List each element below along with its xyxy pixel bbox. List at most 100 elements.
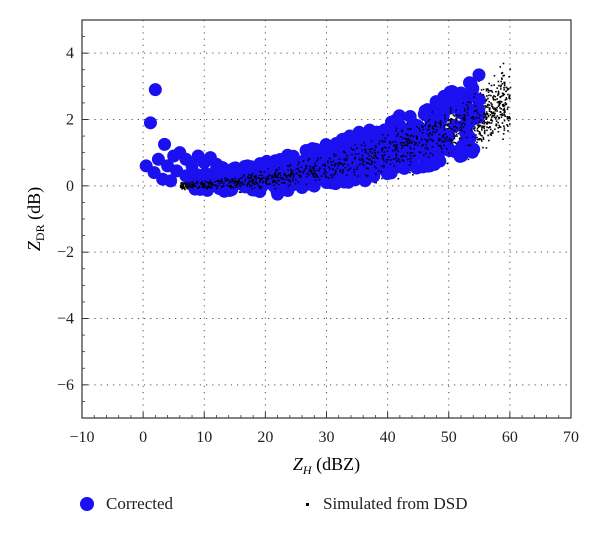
simulated-point <box>434 120 437 123</box>
simulated-point <box>501 122 504 124</box>
simulated-point <box>393 165 395 167</box>
simulated-point <box>506 108 509 111</box>
simulated-point <box>344 152 346 154</box>
simulated-point <box>446 123 448 126</box>
simulated-point <box>341 163 343 165</box>
legend-item-corrected: Corrected <box>80 494 173 514</box>
simulated-point <box>493 112 496 115</box>
simulated-point <box>490 134 493 137</box>
simulated-point <box>361 163 364 165</box>
simulated-point <box>506 87 509 90</box>
simulated-point <box>459 129 461 132</box>
simulated-point <box>461 137 463 139</box>
simulated-point <box>290 171 292 173</box>
simulated-point <box>185 185 188 188</box>
simulated-point <box>396 143 398 146</box>
y-tick-label: −4 <box>57 311 74 328</box>
simulated-point <box>497 101 500 103</box>
simulated-point <box>323 172 325 175</box>
simulated-point <box>412 174 414 176</box>
simulated-point <box>499 88 502 90</box>
simulated-point <box>278 167 281 169</box>
simulated-point <box>449 109 452 111</box>
simulated-point <box>402 137 404 139</box>
simulated-point <box>206 181 208 183</box>
simulated-point <box>274 180 277 182</box>
simulated-point <box>344 167 347 169</box>
simulated-point <box>488 108 491 110</box>
simulated-point <box>207 185 210 187</box>
simulated-point <box>268 174 270 176</box>
simulated-point <box>289 164 292 166</box>
simulated-point <box>179 184 182 187</box>
corrected-point <box>151 152 165 166</box>
simulated-point <box>408 138 410 140</box>
simulated-point <box>349 167 352 169</box>
simulated-point <box>383 151 386 153</box>
simulated-point <box>455 114 458 116</box>
simulated-point <box>307 171 310 173</box>
simulated-point <box>320 175 323 177</box>
simulated-point <box>416 144 419 147</box>
simulated-point <box>487 91 490 94</box>
simulated-point <box>486 116 488 119</box>
simulated-point <box>184 182 186 184</box>
simulated-point <box>190 181 192 184</box>
simulated-point <box>335 162 337 165</box>
simulated-point <box>467 114 469 116</box>
simulated-point <box>288 165 291 168</box>
simulated-point <box>360 144 363 147</box>
corrected-point <box>341 151 355 165</box>
simulated-point <box>267 168 269 170</box>
simulated-point <box>496 106 498 109</box>
simulated-point <box>377 151 379 153</box>
simulated-point <box>461 130 463 132</box>
y-axis-label-unit: (dB) <box>24 187 45 225</box>
simulated-point <box>447 123 449 126</box>
simulated-point <box>261 177 263 180</box>
simulated-point <box>450 117 452 120</box>
simulated-point <box>419 151 422 154</box>
simulated-point <box>381 150 383 152</box>
simulated-point <box>409 135 411 138</box>
simulated-point <box>313 165 316 168</box>
simulated-point <box>385 161 388 164</box>
simulated-point <box>311 167 314 169</box>
simulated-point <box>506 89 509 91</box>
corrected-point <box>170 164 184 178</box>
simulated-point <box>424 138 426 141</box>
simulated-point <box>305 165 308 167</box>
simulated-point <box>288 179 291 182</box>
x-tick-label: 10 <box>196 429 212 446</box>
simulated-point <box>503 129 506 131</box>
simulated-point <box>454 141 457 144</box>
simulated-point <box>191 186 194 189</box>
simulated-point <box>272 180 275 183</box>
simulated-point <box>292 170 294 172</box>
simulated-point <box>482 138 485 141</box>
simulated-point <box>338 158 341 160</box>
simulated-point <box>462 102 464 104</box>
simulated-point <box>204 184 206 187</box>
simulated-point <box>286 174 289 177</box>
simulated-point <box>353 171 355 173</box>
simulated-point <box>488 122 491 124</box>
simulated-point <box>482 126 484 129</box>
simulated-point <box>462 126 465 128</box>
simulated-point <box>502 114 504 116</box>
simulated-point <box>485 88 488 90</box>
simulated-point <box>503 107 506 110</box>
simulated-point <box>199 182 202 185</box>
simulated-point <box>503 104 506 107</box>
simulated-point <box>274 187 277 190</box>
simulated-point <box>251 182 254 185</box>
simulated-point <box>406 134 409 137</box>
corrected-point <box>158 137 172 151</box>
simulated-point <box>497 105 500 107</box>
simulated-point <box>457 115 460 117</box>
simulated-point <box>364 148 367 151</box>
simulated-point <box>493 84 495 86</box>
simulated-point <box>253 186 256 189</box>
simulated-point <box>290 173 293 175</box>
simulated-point <box>320 157 322 159</box>
